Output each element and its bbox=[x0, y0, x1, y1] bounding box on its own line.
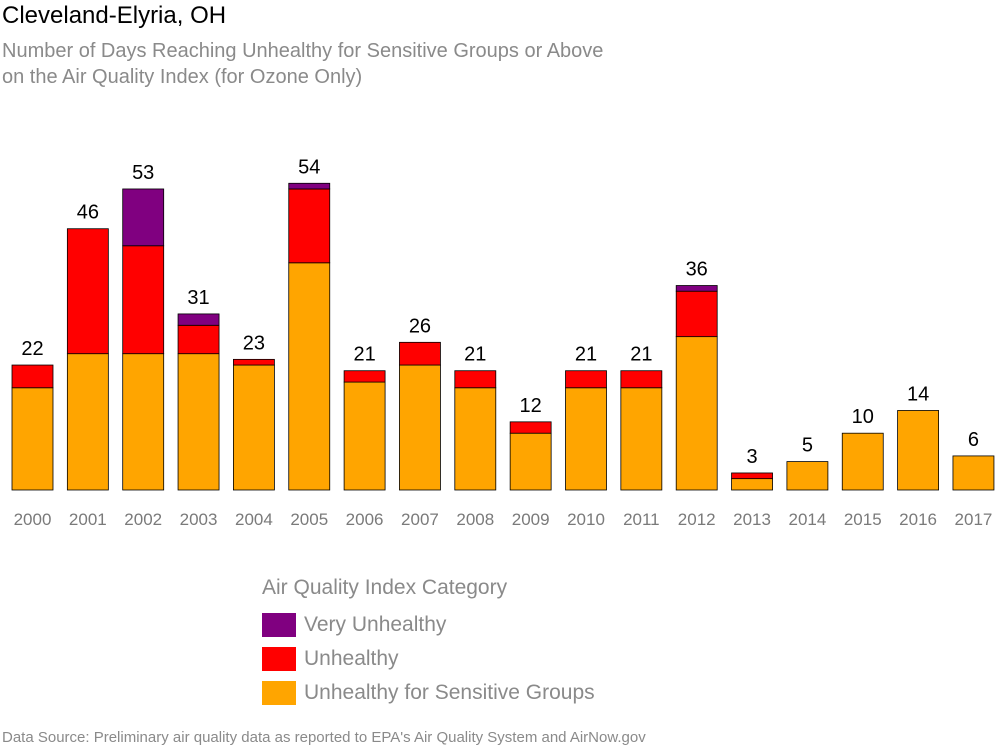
legend-item-unhealthy: Unhealthy bbox=[262, 642, 595, 676]
bar-segment-unhealthy bbox=[675, 290, 718, 338]
x-tick-label: 2008 bbox=[456, 510, 494, 529]
bar-segment-unhealthy-for-sensitive-groups bbox=[288, 262, 331, 491]
bar-segment-unhealthy-for-sensitive-groups bbox=[620, 387, 663, 491]
bar-segment-unhealthy bbox=[11, 364, 54, 389]
x-tick-label: 2014 bbox=[788, 510, 826, 529]
bar-segment-unhealthy bbox=[232, 358, 275, 366]
x-tick-label: 2016 bbox=[899, 510, 937, 529]
bar-segment-very-unhealthy bbox=[675, 285, 718, 292]
x-tick-label: 2004 bbox=[235, 510, 273, 529]
bar-segment-unhealthy bbox=[620, 370, 663, 389]
bar-segment-unhealthy bbox=[731, 472, 773, 480]
subtitle-line-2: on the Air Quality Index (for Ozone Only… bbox=[2, 66, 363, 88]
bar-segment-unhealthy-for-sensitive-groups bbox=[399, 364, 441, 491]
bar-segment-unhealthy-for-sensitive-groups bbox=[454, 387, 497, 491]
x-tick-label: 2017 bbox=[955, 510, 993, 529]
x-tick-label: 2000 bbox=[14, 510, 52, 529]
subtitle-line-1: Number of Days Reaching Unhealthy for Se… bbox=[2, 40, 604, 62]
legend-label: Very Unhealthy bbox=[304, 613, 447, 636]
bar-segment-unhealthy-for-sensitive-groups bbox=[565, 387, 607, 491]
bar-segment-very-unhealthy bbox=[177, 313, 220, 326]
bar-segment-unhealthy-for-sensitive-groups bbox=[786, 461, 829, 491]
bar-segment-very-unhealthy bbox=[122, 188, 165, 247]
bar-segment-unhealthy-for-sensitive-groups bbox=[897, 410, 939, 491]
stacked-bar-chart: 2220004620015320023120032320045420052120… bbox=[11, 156, 995, 529]
chart-title: Cleveland-Elyria, OH bbox=[2, 2, 227, 29]
total-value-label: 21 bbox=[353, 344, 375, 366]
data-source-note: Data Source: Preliminary air quality dat… bbox=[2, 729, 646, 746]
x-tick-label: 2012 bbox=[678, 510, 716, 529]
total-value-label: 46 bbox=[77, 202, 99, 224]
total-value-label: 21 bbox=[464, 344, 486, 366]
total-value-label: 22 bbox=[21, 338, 43, 360]
legend-label: Unhealthy for Sensitive Groups bbox=[304, 681, 595, 704]
bar-segment-unhealthy bbox=[565, 370, 607, 389]
total-value-label: 21 bbox=[630, 344, 652, 366]
bar-segment-unhealthy bbox=[177, 324, 220, 355]
total-value-label: 6 bbox=[968, 429, 979, 451]
total-value-label: 53 bbox=[132, 162, 154, 184]
legend-swatch-unhealthy bbox=[262, 647, 296, 671]
legend-swatch-usg bbox=[262, 681, 296, 705]
bar-segment-unhealthy bbox=[509, 421, 552, 434]
total-value-label: 36 bbox=[686, 259, 708, 281]
x-tick-label: 2011 bbox=[623, 510, 660, 529]
total-value-label: 5 bbox=[802, 435, 813, 457]
total-value-label: 23 bbox=[243, 332, 265, 354]
bar-segment-unhealthy bbox=[454, 370, 497, 389]
total-value-label: 10 bbox=[852, 406, 874, 428]
bar-segment-unhealthy bbox=[343, 370, 386, 383]
x-tick-label: 2013 bbox=[733, 510, 771, 529]
x-tick-label: 2007 bbox=[401, 510, 439, 529]
legend-title: Air Quality Index Category bbox=[262, 576, 508, 599]
bar-segment-unhealthy-for-sensitive-groups bbox=[232, 364, 275, 491]
x-tick-label: 2015 bbox=[844, 510, 882, 529]
x-tick-label: 2002 bbox=[124, 510, 162, 529]
total-value-label: 21 bbox=[575, 344, 597, 366]
bar-segment-unhealthy-for-sensitive-groups bbox=[952, 455, 995, 491]
bar-segment-unhealthy-for-sensitive-groups bbox=[11, 387, 54, 491]
total-value-label: 26 bbox=[409, 315, 431, 337]
total-value-label: 14 bbox=[907, 383, 929, 405]
legend: Air Quality Index Category Very Unhealth… bbox=[262, 576, 595, 710]
x-tick-label: 2006 bbox=[346, 510, 384, 529]
x-tick-label: 2010 bbox=[567, 510, 605, 529]
bar-segment-unhealthy-for-sensitive-groups bbox=[675, 336, 718, 491]
bar-segment-unhealthy-for-sensitive-groups bbox=[122, 353, 165, 491]
bar-segment-unhealthy-for-sensitive-groups bbox=[177, 353, 220, 491]
legend-item-usg: Unhealthy for Sensitive Groups bbox=[262, 676, 595, 710]
chart-subtitle: Number of Days Reaching Unhealthy for Se… bbox=[2, 38, 603, 90]
bar-segment-unhealthy bbox=[399, 341, 441, 366]
x-tick-label: 2005 bbox=[290, 510, 328, 529]
bar-segment-unhealthy-for-sensitive-groups bbox=[509, 432, 552, 491]
bar-segment-unhealthy-for-sensitive-groups bbox=[343, 381, 386, 491]
x-tick-label: 2001 bbox=[69, 510, 107, 529]
x-tick-label: 2009 bbox=[512, 510, 550, 529]
x-tick-label: 2003 bbox=[180, 510, 218, 529]
bar-segment-unhealthy bbox=[122, 245, 165, 355]
total-value-label: 54 bbox=[298, 156, 320, 178]
bar-segment-very-unhealthy bbox=[288, 182, 331, 190]
bar-segment-unhealthy-for-sensitive-groups bbox=[731, 478, 773, 491]
bar-segment-unhealthy-for-sensitive-groups bbox=[841, 432, 884, 491]
total-value-label: 3 bbox=[746, 446, 757, 468]
legend-swatch-very-unhealthy bbox=[262, 613, 296, 637]
legend-item-very-unhealthy: Very Unhealthy bbox=[262, 608, 595, 642]
total-value-label: 31 bbox=[187, 287, 209, 309]
bar-segment-unhealthy bbox=[288, 188, 331, 264]
total-value-label: 12 bbox=[520, 395, 542, 417]
bar-segment-unhealthy-for-sensitive-groups bbox=[66, 353, 109, 491]
legend-label: Unhealthy bbox=[304, 647, 399, 670]
bar-segment-unhealthy bbox=[66, 228, 109, 355]
